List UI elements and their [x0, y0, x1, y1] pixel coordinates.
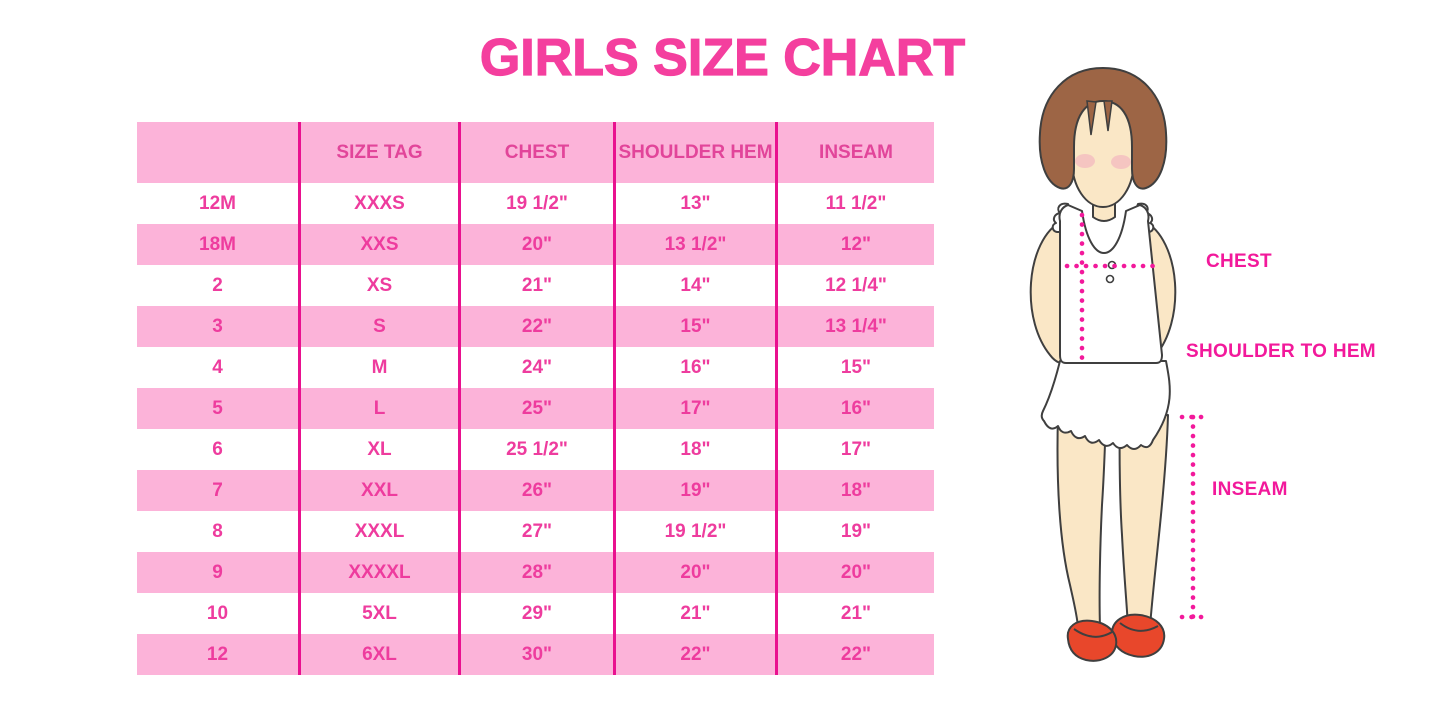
page-title: GIRLS SIZE CHART: [479, 28, 966, 87]
header-cell: INSEAM: [775, 122, 934, 183]
table-cell: 19": [775, 511, 934, 552]
table-cell: 19": [613, 470, 775, 511]
table-cell: 25": [458, 388, 613, 429]
table-cell: XXXXL: [298, 552, 458, 593]
table-cell: 5XL: [298, 593, 458, 634]
blush-right: [1111, 155, 1131, 169]
size-cell: 3: [137, 306, 298, 347]
size-cell: 6: [137, 429, 298, 470]
table-cell: 11 1/2": [775, 183, 934, 224]
table-cell: 26": [458, 470, 613, 511]
girl-hair: [1038, 67, 1168, 190]
table-cell: 20": [458, 224, 613, 265]
bangs-spike-right: [1103, 100, 1113, 132]
shoe-strap-left: [1073, 628, 1113, 638]
table-cell: XXL: [298, 470, 458, 511]
girl-top: [1058, 204, 1163, 364]
table-cell: 15": [775, 347, 934, 388]
table-cell: 12": [775, 224, 934, 265]
table-cell: 29": [458, 593, 613, 634]
header-cell: SIZE TAG: [298, 122, 458, 183]
table-cell: M: [298, 347, 458, 388]
table-cell: XL: [298, 429, 458, 470]
chest-label: CHEST: [1206, 251, 1272, 272]
table-cell: XXXL: [298, 511, 458, 552]
table-cell: 30": [458, 634, 613, 675]
table-cell: 21": [775, 593, 934, 634]
table-cell: 17": [613, 388, 775, 429]
size-cell: 7: [137, 470, 298, 511]
size-cell: 2: [137, 265, 298, 306]
girl-illustration: [1029, 67, 1207, 662]
table-cell: 20": [613, 552, 775, 593]
table-cell: S: [298, 306, 458, 347]
table-cell: 25 1/2": [458, 429, 613, 470]
girl-shoe-left: [1066, 619, 1118, 662]
size-cell: 12M: [137, 183, 298, 224]
table-cell: 18": [613, 429, 775, 470]
table-cell: XS: [298, 265, 458, 306]
top-button-2: [1105, 274, 1115, 284]
header-cell: SHOULDER HEM: [613, 122, 775, 183]
table-cell: 13 1/4": [775, 306, 934, 347]
table-cell: 19 1/2": [613, 511, 775, 552]
size-cell: 12: [137, 634, 298, 675]
header-cell: CHEST: [458, 122, 613, 183]
shoe-strap-right: [1119, 622, 1159, 632]
table-cell: XXS: [298, 224, 458, 265]
size-cell: 18M: [137, 224, 298, 265]
size-cell: 9: [137, 552, 298, 593]
table-cell: 20": [775, 552, 934, 593]
size-cell: 4: [137, 347, 298, 388]
size-cell: 5: [137, 388, 298, 429]
table-cell: 16": [775, 388, 934, 429]
table-cell: 13": [613, 183, 775, 224]
table-cell: 24": [458, 347, 613, 388]
size-cell: 10: [137, 593, 298, 634]
size-table: SIZE TAG CHEST SHOULDER HEM INSEAM 12M XXXS 19…: [137, 122, 934, 675]
girl-leg-left: [1056, 414, 1107, 628]
shoulder-to-hem-label: SHOULDER TO HEM: [1186, 341, 1376, 362]
table-cell: 13 1/2": [613, 224, 775, 265]
table-cell: 15": [613, 306, 775, 347]
measurement-figure: CHEST SHOULDER TO HEM INSEAM: [1000, 55, 1445, 695]
table-cell: 28": [458, 552, 613, 593]
table-cell: 16": [613, 347, 775, 388]
size-cell: 8: [137, 511, 298, 552]
table-cell: 22": [613, 634, 775, 675]
table-cell: 12 1/4": [775, 265, 934, 306]
table-cell: 22": [458, 306, 613, 347]
table-cell: 21": [458, 265, 613, 306]
girl-shoe-right: [1111, 613, 1166, 658]
blush-left: [1075, 154, 1095, 168]
table-cell: 27": [458, 511, 613, 552]
table-cell: 14": [613, 265, 775, 306]
table-cell: 22": [775, 634, 934, 675]
girl-skirt: [1040, 360, 1171, 450]
table-cell: 21": [613, 593, 775, 634]
table-cell: 18": [775, 470, 934, 511]
inseam-label: INSEAM: [1212, 479, 1288, 500]
table-cell: 17": [775, 429, 934, 470]
header-cell-empty: [137, 122, 298, 183]
bangs-spike-left: [1086, 100, 1097, 136]
table-cell: 19 1/2": [458, 183, 613, 224]
table-cell: L: [298, 388, 458, 429]
table-cell: 6XL: [298, 634, 458, 675]
table-cell: XXXS: [298, 183, 458, 224]
